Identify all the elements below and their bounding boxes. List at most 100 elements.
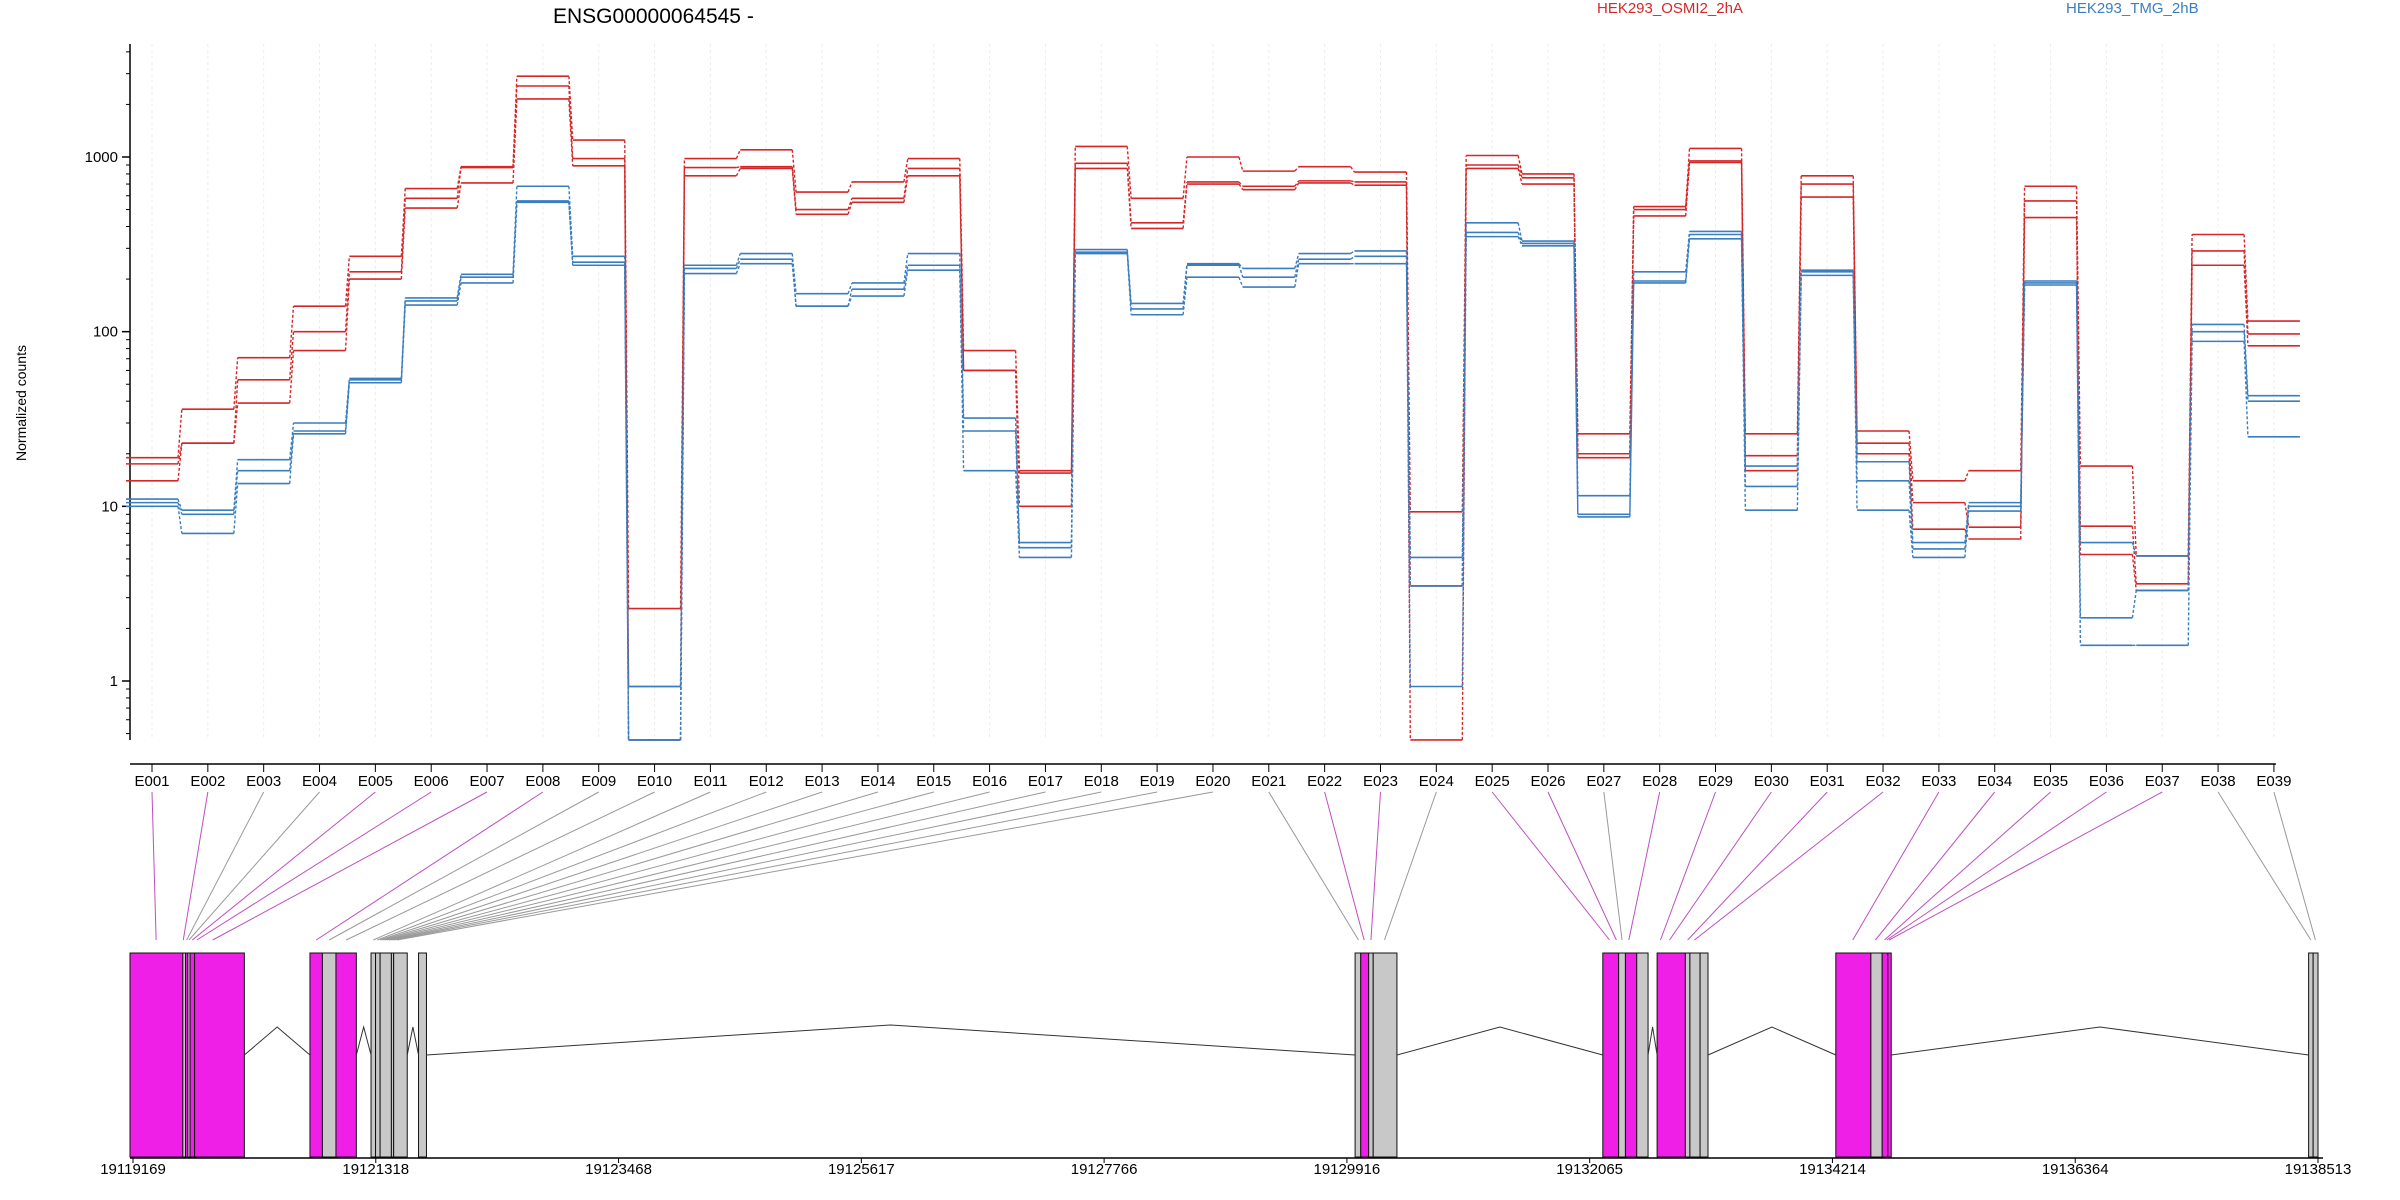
model-exon-block [1835,952,1872,1158]
exon-label: E025 [1475,773,1510,790]
exon-to-model-links [151,791,2316,941]
series-transition [959,168,965,371]
series-transition [177,506,183,534]
coordinate-label: 19132065 [1556,1161,1623,1178]
model-exon-block [335,952,357,1158]
series-transition [177,498,183,511]
series-transition [1294,180,1300,187]
coordinate-label: 19134214 [1799,1161,1866,1178]
coordinate-label: 19123468 [585,1161,652,1178]
exon-link [188,791,320,941]
series-transition [1070,163,1076,474]
series-transition [233,357,239,410]
series-transition [1517,155,1523,175]
model-exon-block [375,952,381,1158]
coordinate-label: 19136364 [2042,1161,2109,1178]
y-tick-label: 10 [101,498,118,515]
series-transition [1796,275,1802,511]
series-transition [1629,215,1635,458]
series-transition [847,202,853,215]
model-exon-block [1372,952,1398,1158]
series-transition [1573,184,1579,458]
exon-link [1603,791,1623,941]
series-transition [233,470,239,515]
coordinate-label: 19125617 [828,1161,895,1178]
series-transition [735,263,741,274]
series-transition [1852,197,1858,454]
series-transition [1238,156,1244,172]
series-transition [1964,510,1970,558]
exon-label: E037 [2145,773,2180,790]
exon-label: E003 [246,773,281,790]
exon-link [328,791,599,941]
exon-link [1547,791,1617,941]
model-exon-block [370,952,377,1158]
series-transition [1126,168,1132,229]
series-transition [679,265,686,687]
series-transition [1294,182,1300,191]
series-transition [233,403,239,444]
exon-label: E022 [1307,773,1342,790]
exon-label: E034 [1977,773,2012,790]
model-exon-block [1689,952,1701,1158]
exon-label: E009 [581,773,616,790]
exon-label: E017 [1028,773,1063,790]
exon-label: E014 [860,773,895,790]
series-transition [177,502,183,515]
model-exon-block [1618,952,1626,1158]
exon-label: E030 [1754,773,1789,790]
series-transition [1908,453,1914,530]
series-transition [847,181,853,193]
coordinate-label: 19127766 [1071,1161,1138,1178]
series-transition [1350,166,1356,173]
model-exon-block [1360,952,1370,1158]
exon-link [1888,791,2163,941]
intron-junction [1707,1026,1837,1056]
exon-label: E005 [358,773,393,790]
series-transition [1294,253,1300,269]
series-transition [679,273,686,740]
exon-label: E035 [2033,773,2068,790]
series-transition [1014,470,1021,558]
series-transition [1684,238,1691,284]
exon-label: E015 [916,773,951,790]
model-exon-block [1602,952,1620,1158]
exon-link [192,791,376,941]
intron-junction [1891,1026,2309,1056]
exon-link [1852,791,1940,941]
series-transition [456,274,462,299]
intron-junction [244,1026,311,1056]
series-transition [847,198,853,210]
exon-label: E020 [1195,773,1230,790]
exon-link [1875,791,1996,941]
series-transition [1238,181,1244,187]
exon-link [2273,791,2316,941]
y-tick-label: 1 [110,673,118,690]
series-transition [2187,341,2193,646]
exon-label: E027 [1586,773,1621,790]
series-transition [1182,265,1188,309]
exon-label: E033 [1921,773,1956,790]
series-transition [903,270,909,297]
exon-link [1884,791,2051,941]
intron-junction [406,1026,420,1056]
model-exon-block [393,952,408,1158]
exon-label: E013 [805,773,840,790]
series-transition [735,258,741,269]
series-transition [2131,590,2137,618]
series-transition [400,305,406,383]
model-exon-block [1636,952,1649,1158]
series-transition [1908,461,1914,543]
intron-junction [1647,1026,1658,1056]
exon-link [396,791,1214,941]
series-transition [1629,282,1635,517]
exon-label: E019 [1140,773,1175,790]
series-transition [400,198,406,272]
exon-label: E008 [525,773,560,790]
exon-label: E011 [693,773,727,790]
series-transition [2075,284,2082,646]
series-transition [791,149,797,193]
series-transition [233,459,239,511]
exon-label: E039 [2256,773,2291,790]
series-transition [1294,263,1300,288]
